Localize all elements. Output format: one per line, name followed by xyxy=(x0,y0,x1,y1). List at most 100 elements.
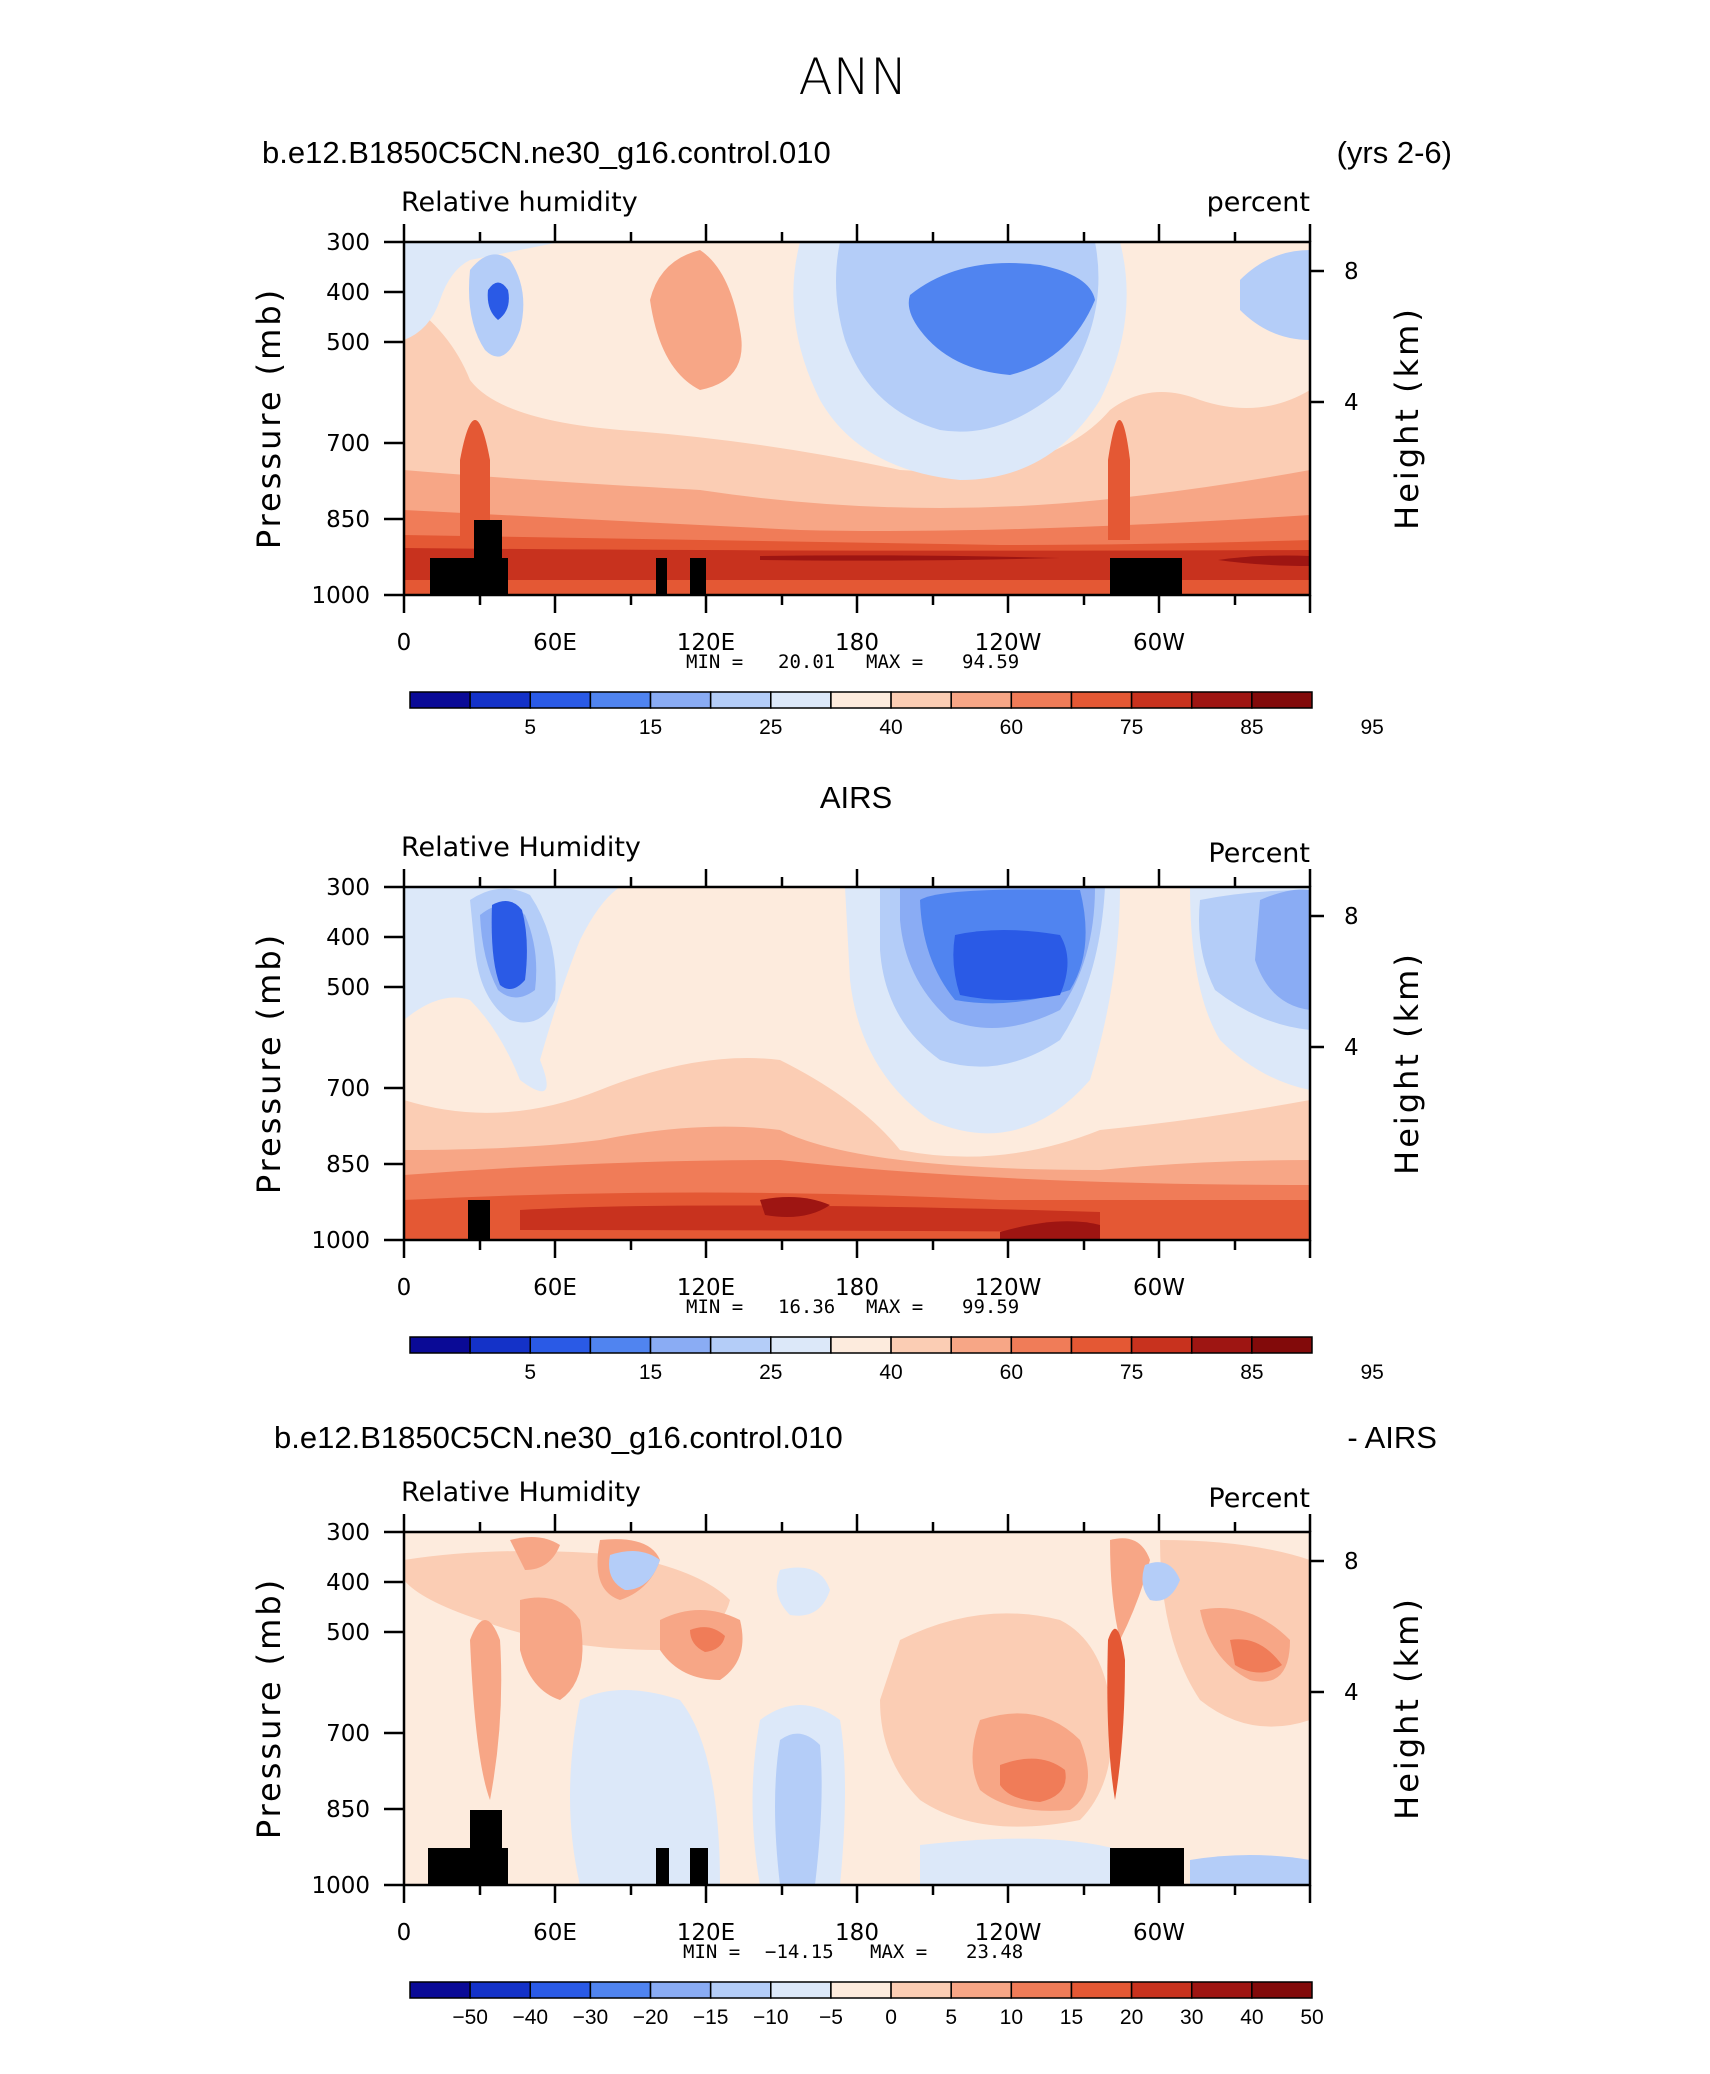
colorbar-label: −20 xyxy=(633,2006,669,2029)
colorbar-box xyxy=(770,691,832,709)
x-tick-label: 60W xyxy=(1133,630,1185,656)
contour-band xyxy=(760,555,1060,561)
y-right-tick-labels: 8 4 xyxy=(1344,259,1359,416)
y-tick-label: 850 xyxy=(326,507,370,533)
x-tick-label: 60E xyxy=(533,630,577,656)
colorbar-box xyxy=(770,1981,832,1999)
terrain-mask xyxy=(1110,558,1182,595)
contour-band xyxy=(760,1196,830,1218)
y-right-axis-title: Height (km) xyxy=(1388,951,1426,1175)
contour-band xyxy=(520,1205,1100,1232)
contour-band xyxy=(520,1597,583,1700)
contour-band xyxy=(404,242,560,340)
colorbar-box xyxy=(649,1981,712,1999)
case-label: b.e12.B1850C5CN.ne30_g16.control.010 xyxy=(262,135,831,170)
colorbar-label: 60 xyxy=(1000,716,1023,739)
y-tick-labels: 300 400 500 700 850 1000 xyxy=(311,1520,370,1899)
colorbar-box xyxy=(950,691,1013,709)
contour-band xyxy=(460,420,490,540)
colorbar-label: −15 xyxy=(693,2006,729,2029)
terrain-mask xyxy=(474,520,502,560)
colorbar-label: −30 xyxy=(573,2006,609,2029)
contour-band xyxy=(908,263,1095,375)
colorbar-box xyxy=(469,1336,532,1354)
y-tick-label: 850 xyxy=(326,1152,370,1178)
height-tick-label: 8 xyxy=(1344,1549,1359,1575)
units-label: percent xyxy=(1207,187,1310,218)
case-label: b.e12.B1850C5CN.ne30_g16.control.010 xyxy=(274,1420,843,1455)
colorbar-box xyxy=(709,691,772,709)
y-ticks xyxy=(384,240,1324,597)
panel-airs: AIRS Relative Humidity Percent xyxy=(250,780,1426,1384)
terrain-mask xyxy=(468,1200,490,1240)
colorbar-box xyxy=(890,691,952,709)
contour-band xyxy=(1000,1221,1100,1240)
contour-band xyxy=(491,901,527,989)
contour-field xyxy=(404,1532,1310,1885)
contour-band xyxy=(1110,1538,1150,1640)
colorbar-label: 75 xyxy=(1120,716,1143,739)
contour-band xyxy=(1190,1855,1310,1885)
colorbar-label: 60 xyxy=(1000,1361,1023,1384)
y-right-tick-labels: 8 4 xyxy=(1344,904,1359,1061)
max-label: MAX = xyxy=(866,651,923,673)
contour-band xyxy=(570,1690,720,1885)
colorbar-label: 5 xyxy=(524,716,536,739)
contour-band xyxy=(609,1551,660,1590)
x-tick-label: 180 xyxy=(835,1920,879,1946)
contour-band xyxy=(510,1536,560,1570)
units-label: Percent xyxy=(1208,838,1310,869)
colorbar-label: 75 xyxy=(1120,1361,1143,1384)
colorbar-box xyxy=(1190,1981,1253,1999)
colorbar-box xyxy=(1190,1336,1253,1354)
y-tick-label: 700 xyxy=(326,1076,370,1102)
x-tick-label: 60E xyxy=(533,1275,577,1301)
colorbar-box xyxy=(1130,1981,1193,1999)
colorbar-label: 85 xyxy=(1240,716,1263,739)
max-label: MAX = xyxy=(866,1296,923,1318)
colorbar-label: 25 xyxy=(759,1361,782,1384)
colorbar-box xyxy=(469,691,532,709)
y-right-axis-title: Height (km) xyxy=(1388,306,1426,530)
colorbar-box xyxy=(1251,1336,1313,1354)
colorbar-label: 15 xyxy=(1060,2006,1083,2029)
x-tick-label: 0 xyxy=(397,1920,412,1946)
height-tick-label: 8 xyxy=(1344,259,1359,285)
x-tick-label: 120W xyxy=(975,630,1042,656)
y-tick-label: 1000 xyxy=(311,1228,370,1254)
colorbar-box xyxy=(409,1981,471,1999)
colorbar: 5 15 25 40 60 75 85 95 xyxy=(409,691,1384,739)
contour-band xyxy=(776,1567,830,1616)
colorbar-label: 95 xyxy=(1360,716,1383,739)
height-tick-label: 4 xyxy=(1344,1680,1359,1706)
colorbar-box xyxy=(830,1981,892,1999)
x-tick-label: 0 xyxy=(397,1275,412,1301)
y-right-tick-labels: 8 4 xyxy=(1344,1549,1359,1706)
height-tick-label: 4 xyxy=(1344,1035,1359,1061)
terrain-mask xyxy=(470,1810,502,1850)
x-ticks-top xyxy=(402,224,1312,242)
colorbar-box xyxy=(830,691,892,709)
colorbar-box xyxy=(589,691,652,709)
colorbar-box xyxy=(709,1981,772,1999)
terrain-mask xyxy=(690,558,706,595)
colorbar-box xyxy=(1130,691,1193,709)
max-value: 94.59 xyxy=(962,651,1019,673)
main-title: ANN xyxy=(798,48,907,106)
colorbar-label: −50 xyxy=(452,2006,488,2029)
colorbar-box xyxy=(1010,691,1073,709)
contour-band xyxy=(487,282,509,320)
min-label: MIN = xyxy=(683,1941,740,1963)
colorbar-label: 40 xyxy=(879,716,902,739)
units-label: Percent xyxy=(1208,1483,1310,1514)
min-max-annotation: MIN = −14.15 MAX = 23.48 xyxy=(683,1941,1023,1963)
y-tick-label: 500 xyxy=(326,330,370,356)
terrain-mask xyxy=(1110,1848,1184,1885)
colorbar-label: −5 xyxy=(819,2006,843,2029)
colorbar-box xyxy=(529,1981,592,1999)
colorbar-label: 10 xyxy=(1000,2006,1023,2029)
min-max-annotation: MIN = 16.36 MAX = 99.59 xyxy=(686,1296,1019,1318)
x-tick-label: 120E xyxy=(677,1920,735,1946)
colorbar-label: 20 xyxy=(1120,2006,1143,2029)
